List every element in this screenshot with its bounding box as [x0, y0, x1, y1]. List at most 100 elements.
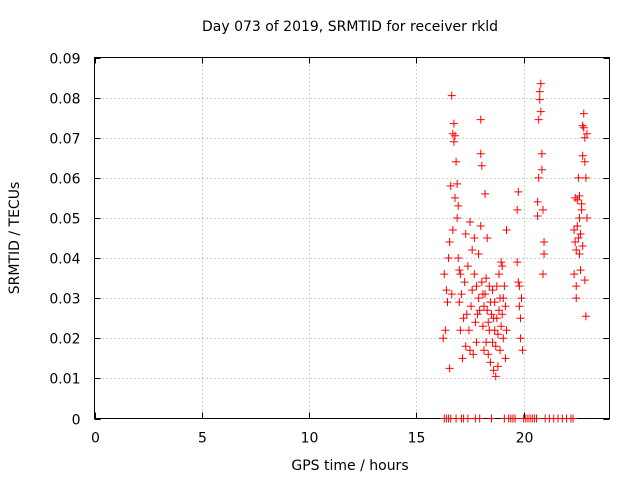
data-point: [499, 294, 508, 303]
data-point: [447, 290, 456, 299]
data-point: [483, 234, 492, 242]
y-tick-label: 0.09: [49, 52, 80, 68]
data-point: [493, 362, 502, 371]
data-point: [467, 302, 476, 311]
data-point: [579, 123, 588, 132]
data-point: [575, 213, 584, 222]
data-point: [462, 310, 471, 319]
data-point: [488, 338, 497, 347]
data-point: [440, 270, 449, 279]
data-point: [463, 414, 472, 423]
data-point: [517, 294, 526, 303]
data-point: [580, 133, 589, 142]
data-point: [540, 250, 549, 259]
data-point: [444, 254, 453, 263]
data-point: [578, 242, 587, 251]
data-point: [534, 173, 543, 182]
data-point: [481, 290, 490, 299]
x-tick-label: 0: [91, 431, 100, 447]
data-point: [579, 109, 588, 118]
data-point: [498, 262, 507, 271]
data-point: [457, 290, 466, 299]
y-tick-label: 0.04: [49, 252, 80, 268]
data-point: [476, 221, 485, 230]
data-point: [475, 306, 484, 315]
plot-frame: [94, 57, 610, 419]
data-point: [574, 234, 583, 242]
chart-title: Day 073 of 2019, SRMTID for receiver rkl…: [202, 19, 498, 35]
data-point: [466, 217, 475, 226]
data-point: [448, 129, 457, 138]
data-point: [573, 221, 582, 230]
data-point: [537, 149, 546, 158]
data-point: [485, 282, 494, 291]
data-point: [492, 314, 501, 323]
data-point: [515, 302, 524, 311]
y-tick-label: 0.08: [49, 92, 80, 108]
data-point: [453, 213, 462, 222]
data-point: [572, 246, 581, 255]
data-point: [573, 195, 582, 204]
data-point: [516, 334, 525, 343]
y-tick-label: 0.02: [49, 332, 80, 348]
data-point: [513, 258, 522, 267]
data-point: [582, 213, 591, 222]
data-point: [496, 346, 505, 355]
data-point: [456, 270, 465, 279]
data-point: [501, 354, 510, 363]
data-point: [572, 294, 581, 303]
data-point: [576, 229, 585, 238]
data-point: [494, 270, 503, 279]
data-point: [536, 79, 545, 88]
data-point: [497, 258, 506, 267]
data-point: [535, 95, 544, 104]
data-point: [445, 364, 454, 373]
data-point: [446, 181, 455, 190]
data-point: [448, 225, 457, 234]
data-point: [475, 414, 484, 423]
data-point: [452, 157, 461, 166]
data-point: [574, 173, 583, 182]
data-point: [538, 270, 547, 279]
data-point: [478, 322, 487, 331]
data-point: [515, 282, 524, 291]
data-point: [458, 354, 467, 363]
data-point: [477, 161, 486, 170]
data-point: [540, 238, 549, 247]
x-axis-label: GPS time / hours: [291, 458, 408, 474]
data-point: [489, 366, 498, 375]
data-point: [479, 302, 488, 311]
x-tick-label: 5: [198, 431, 207, 447]
data-point: [481, 189, 490, 198]
data-point: [575, 250, 584, 259]
y-tick-label: 0.01: [49, 372, 80, 388]
data-point: [498, 310, 507, 319]
data-point: [487, 310, 496, 319]
data-point: [536, 107, 545, 116]
data-point: [500, 282, 509, 291]
data-point: [474, 250, 483, 259]
data-point: [472, 338, 481, 347]
data-point: [535, 87, 544, 96]
data-point: [447, 91, 456, 100]
data-point: [470, 270, 479, 279]
data-point: [571, 193, 580, 202]
data-point: [470, 234, 479, 242]
grid: [94, 57, 610, 419]
data-point: [453, 179, 462, 188]
data-point: [476, 115, 485, 124]
data-point: [499, 334, 508, 343]
data-point: [466, 346, 475, 355]
data-point: [513, 205, 522, 214]
data-point: [441, 326, 450, 335]
data-point: [474, 294, 483, 303]
data-point: [581, 312, 590, 321]
data-point: [461, 229, 470, 238]
y-axis-label: SRMTID / TECUs: [7, 182, 23, 295]
data-point: [468, 286, 477, 295]
data-point: [514, 278, 523, 287]
data-point: [538, 205, 547, 214]
data-point: [455, 298, 464, 307]
